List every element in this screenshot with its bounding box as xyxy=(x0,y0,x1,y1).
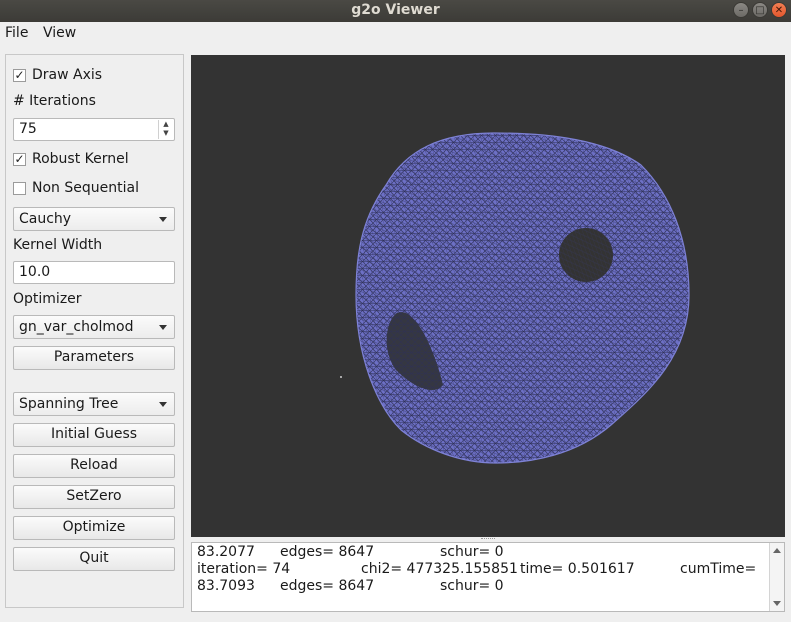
spin-arrows-icon[interactable]: ▲ ▼ xyxy=(158,120,173,139)
draw-axis-checkbox[interactable]: ✓ xyxy=(13,69,26,82)
log-scrollbar[interactable] xyxy=(769,543,784,611)
chevron-down-icon xyxy=(159,325,167,330)
iterations-value: 75 xyxy=(19,121,37,137)
scroll-down-icon[interactable] xyxy=(773,601,781,606)
iterations-spinbox[interactable]: 75 ▲ ▼ xyxy=(13,118,175,141)
optimizer-label: Optimizer xyxy=(13,291,82,307)
scroll-up-icon[interactable] xyxy=(773,548,781,553)
non-sequential-label[interactable]: Non Sequential xyxy=(32,180,139,196)
initial-guess-button[interactable]: Initial Guess xyxy=(13,423,175,447)
title-bar: g2o Viewer – □ ✕ xyxy=(0,0,791,22)
checkmark-icon: ✓ xyxy=(14,68,25,82)
kernel-select[interactable]: Cauchy xyxy=(13,207,175,231)
viewer-canvas[interactable] xyxy=(191,55,785,537)
kernel-width-value: 10.0 xyxy=(19,264,51,280)
robust-kernel-checkbox[interactable]: ✓ xyxy=(13,153,26,166)
initial-guess-method-select[interactable]: Spanning Tree xyxy=(13,392,175,416)
optimize-button[interactable]: Optimize xyxy=(13,516,175,540)
quit-button[interactable]: Quit xyxy=(13,547,175,571)
control-panel: ✓ Draw Axis # Iterations 75 ▲ ▼ ✓ Robust … xyxy=(5,54,184,608)
axis-origin-marker xyxy=(340,376,342,378)
setzero-button[interactable]: SetZero xyxy=(13,485,175,509)
log-output[interactable]: 83.2077 edges= 8647 schur= 0 iteration= … xyxy=(191,542,785,612)
menu-bar: File View xyxy=(0,22,791,46)
menu-file[interactable]: File xyxy=(5,25,29,41)
window-title: g2o Viewer xyxy=(351,2,440,18)
non-sequential-checkbox[interactable] xyxy=(13,182,26,195)
reload-button[interactable]: Reload xyxy=(13,454,175,478)
kernel-width-input[interactable]: 10.0 xyxy=(13,261,175,284)
minimize-icon[interactable]: – xyxy=(733,2,749,18)
draw-axis-label[interactable]: Draw Axis xyxy=(32,67,103,83)
menu-view[interactable]: View xyxy=(43,25,77,41)
chevron-down-icon xyxy=(159,217,167,222)
splitter-handle[interactable] xyxy=(191,537,785,542)
kernel-selected: Cauchy xyxy=(19,211,72,227)
robust-kernel-label[interactable]: Robust Kernel xyxy=(32,151,129,167)
chevron-down-icon xyxy=(159,402,167,407)
parameters-button[interactable]: Parameters xyxy=(13,346,175,370)
optimizer-selected: gn_var_cholmod xyxy=(19,319,134,335)
sphere-mesh xyxy=(340,132,690,464)
iterations-label: # Iterations xyxy=(13,93,96,109)
kernel-width-label: Kernel Width xyxy=(13,237,103,253)
optimizer-select[interactable]: gn_var_cholmod xyxy=(13,315,175,339)
maximize-icon[interactable]: □ xyxy=(752,2,768,18)
close-icon[interactable]: ✕ xyxy=(771,2,787,18)
initial-guess-method-selected: Spanning Tree xyxy=(19,396,119,412)
checkmark-icon: ✓ xyxy=(14,152,25,166)
